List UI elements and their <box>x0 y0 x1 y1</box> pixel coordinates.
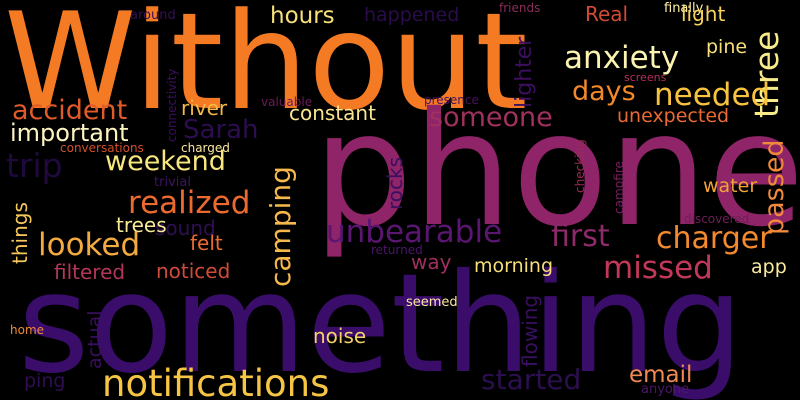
word-way: way <box>411 250 452 274</box>
word-noise: noise <box>313 324 367 348</box>
word-around: around <box>130 8 176 23</box>
word-realized: realized <box>128 185 251 221</box>
word-things: things <box>8 202 32 264</box>
word-conversations: conversations <box>60 141 144 155</box>
word-first: first <box>551 219 610 254</box>
word-sound: sound <box>155 216 216 240</box>
word-morning: morning <box>474 255 554 277</box>
word-looked: looked <box>38 227 141 263</box>
word-friends: friends <box>499 1 541 15</box>
word-hours: hours <box>270 3 335 29</box>
word-happened: happened <box>364 4 460 26</box>
word-flowing: flowing <box>518 294 542 367</box>
word-valuable: valuable <box>261 95 313 109</box>
word-lighter: lighter <box>512 36 537 108</box>
word-missed: missed <box>603 250 713 286</box>
word-weekend: weekend <box>105 146 226 177</box>
word-connectivity: connectivity <box>165 68 179 142</box>
word-constant: constant <box>289 101 376 125</box>
word-something: something <box>18 245 744 400</box>
word-days: days <box>572 76 636 107</box>
word-checking: checking <box>573 139 587 193</box>
word-actual: actual <box>84 310 106 369</box>
word-someone: someone <box>429 102 553 133</box>
word-real: Real <box>585 2 629 26</box>
word-home: home <box>10 323 45 337</box>
word-needed: needed <box>654 77 771 113</box>
word-without: Without <box>4 0 528 140</box>
word-camping: camping <box>264 166 297 287</box>
word-trip: trip <box>6 146 63 185</box>
word-presence: presence <box>424 93 479 107</box>
word-filtered: filtered <box>54 260 126 284</box>
word-phone: phone <box>313 79 800 262</box>
word-anxiety: anxiety <box>564 40 680 76</box>
word-trivial: trivial <box>154 175 191 190</box>
word-accident: accident <box>12 95 128 126</box>
word-seemed: seemed <box>406 295 458 310</box>
word-campfire: campfire <box>612 161 626 214</box>
word-anyone: anyone <box>641 382 690 397</box>
word-pine: pine <box>706 36 748 58</box>
word-unbearable: unbearable <box>326 214 503 250</box>
word-discovered: discovered <box>684 212 750 226</box>
word-charged: charged <box>181 141 230 155</box>
word-trees: trees <box>116 213 167 237</box>
word-felt: felt <box>190 231 223 255</box>
word-water: water <box>703 175 758 197</box>
word-ping: ping <box>24 370 66 392</box>
word-light: light <box>681 2 726 26</box>
word-unexpected: unexpected <box>617 105 730 127</box>
word-river: river <box>181 96 228 120</box>
word-email: email <box>629 362 693 388</box>
word-rocks: rocks <box>383 156 407 210</box>
word-finally: finally <box>664 1 704 16</box>
word-sarah: Sarah <box>183 115 259 145</box>
word-charger: charger <box>656 221 772 256</box>
word-started: started <box>481 363 582 396</box>
word-important: important <box>10 119 129 147</box>
word-noticed: noticed <box>156 259 231 283</box>
word-returned: returned <box>371 243 423 257</box>
word-screens: screens <box>624 71 667 84</box>
word-app: app <box>751 256 787 278</box>
word-notifications: notifications <box>102 362 330 400</box>
